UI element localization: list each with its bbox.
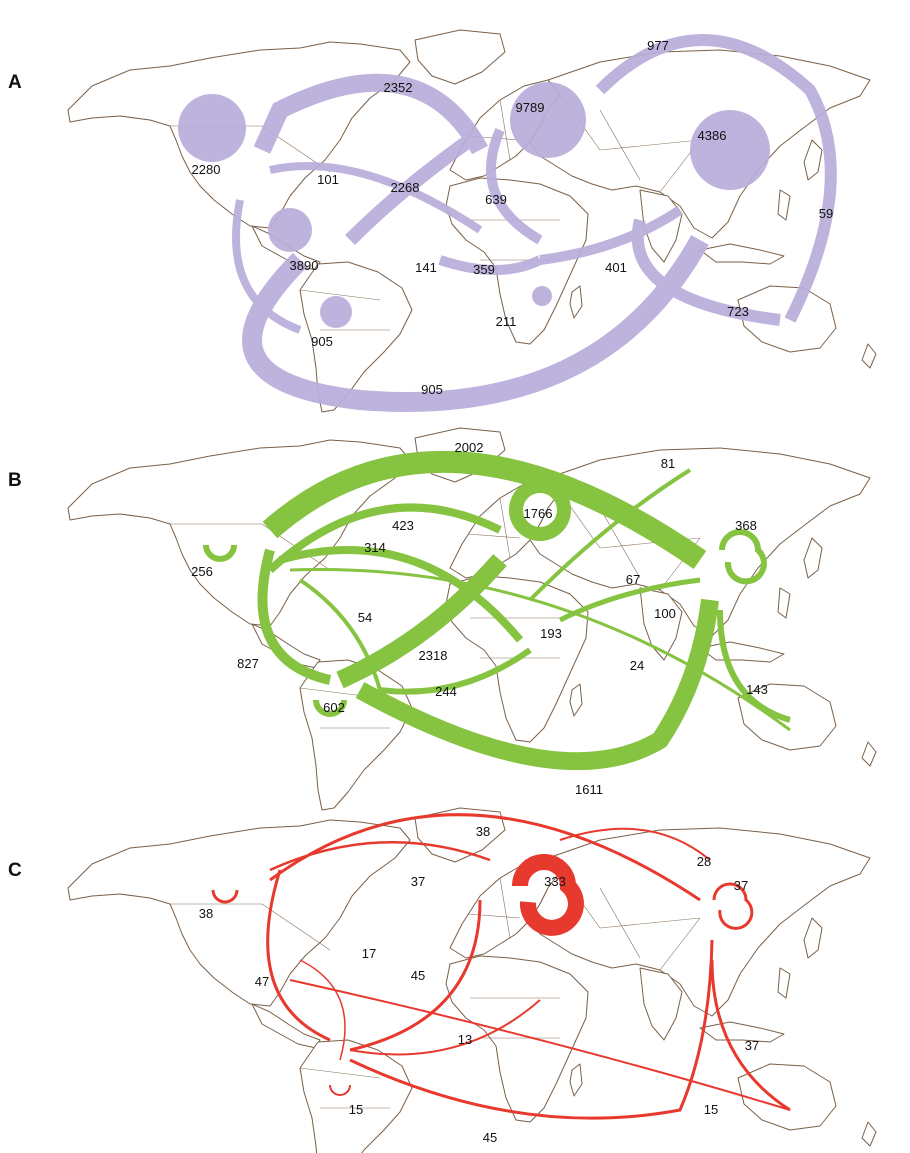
flow-value-label: 359 — [473, 262, 495, 277]
panel-b-letter: B — [8, 470, 22, 491]
flow-value-label: 977 — [647, 38, 669, 53]
flow-value-label: 141 — [415, 260, 437, 275]
flow-value-label: 905 — [421, 382, 443, 397]
flow-value-label: 45 — [411, 968, 425, 983]
flow-value-label: 1611 — [575, 782, 603, 797]
flow-value-label: 143 — [746, 682, 768, 697]
flow-value-label: 2268 — [391, 180, 420, 195]
flow-value-label: 3890 — [290, 258, 319, 273]
flow-value-label: 101 — [317, 172, 339, 187]
flow-value-label: 602 — [323, 700, 345, 715]
flow-value-label: 45 — [483, 1130, 497, 1145]
flow-value-label: 37 — [411, 874, 425, 889]
flow-value-label: 2318 — [419, 648, 448, 663]
flow-value-label: 38 — [199, 906, 213, 921]
flow-value-label: 15 — [349, 1102, 363, 1117]
flow-value-label: 333 — [544, 874, 566, 889]
flow-value-label: 9789 — [516, 100, 545, 115]
flow-value-label: 81 — [661, 456, 675, 471]
flow-value-label: 24 — [630, 658, 644, 673]
flow-value-label: 47 — [255, 974, 269, 989]
flow-value-label: 17 — [362, 946, 376, 961]
flow-value-label: 2280 — [192, 162, 221, 177]
flow-value-label: 15 — [704, 1102, 718, 1117]
flow-value-label: 193 — [540, 626, 562, 641]
flow-value-label: 256 — [191, 564, 213, 579]
flow-value-label: 37 — [734, 878, 748, 893]
flow-value-label: 54 — [358, 610, 372, 625]
flow-value-label: 827 — [237, 656, 259, 671]
flow-value-label: 100 — [654, 606, 676, 621]
flow-value-label: 13 — [458, 1032, 472, 1047]
flow-value-label: 639 — [485, 192, 507, 207]
flow-value-label: 1766 — [524, 506, 553, 521]
flow-value-label: 38 — [476, 824, 490, 839]
panel-b-map: B 2002 81 1766 368 423 314 256 67 100 54 193 827 231… — [8, 427, 877, 811]
flow-value-label: 4386 — [698, 128, 727, 143]
flow-value-label: 37 — [745, 1038, 759, 1053]
flow-value-label: 368 — [735, 518, 757, 533]
panel-a-map: A 977 2352 9789 4386 2280 101 2268 639 59 3890 141… — [8, 29, 877, 413]
panel-c-letter: C — [8, 860, 22, 881]
flow-value-label: 244 — [435, 684, 457, 699]
flow-value-label: 67 — [626, 572, 640, 587]
flow-value-label: 401 — [605, 260, 627, 275]
flow-value-label: 2352 — [384, 80, 413, 95]
flow-value-label: 723 — [727, 304, 749, 319]
flow-value-label: 905 — [311, 334, 333, 349]
flow-value-label: 59 — [819, 206, 833, 221]
flow-value-label: 28 — [697, 854, 711, 869]
flow-value-label: 2002 — [455, 440, 484, 455]
panel-a-letter: A — [8, 72, 22, 93]
panel-c-map: C 38 28 37 333 37 38 17 45 47 13 37 15 15 45 — [8, 807, 877, 1153]
flow-value-label: 423 — [392, 518, 414, 533]
flow-value-label: 314 — [364, 540, 386, 555]
flow-value-label: 211 — [496, 314, 517, 329]
